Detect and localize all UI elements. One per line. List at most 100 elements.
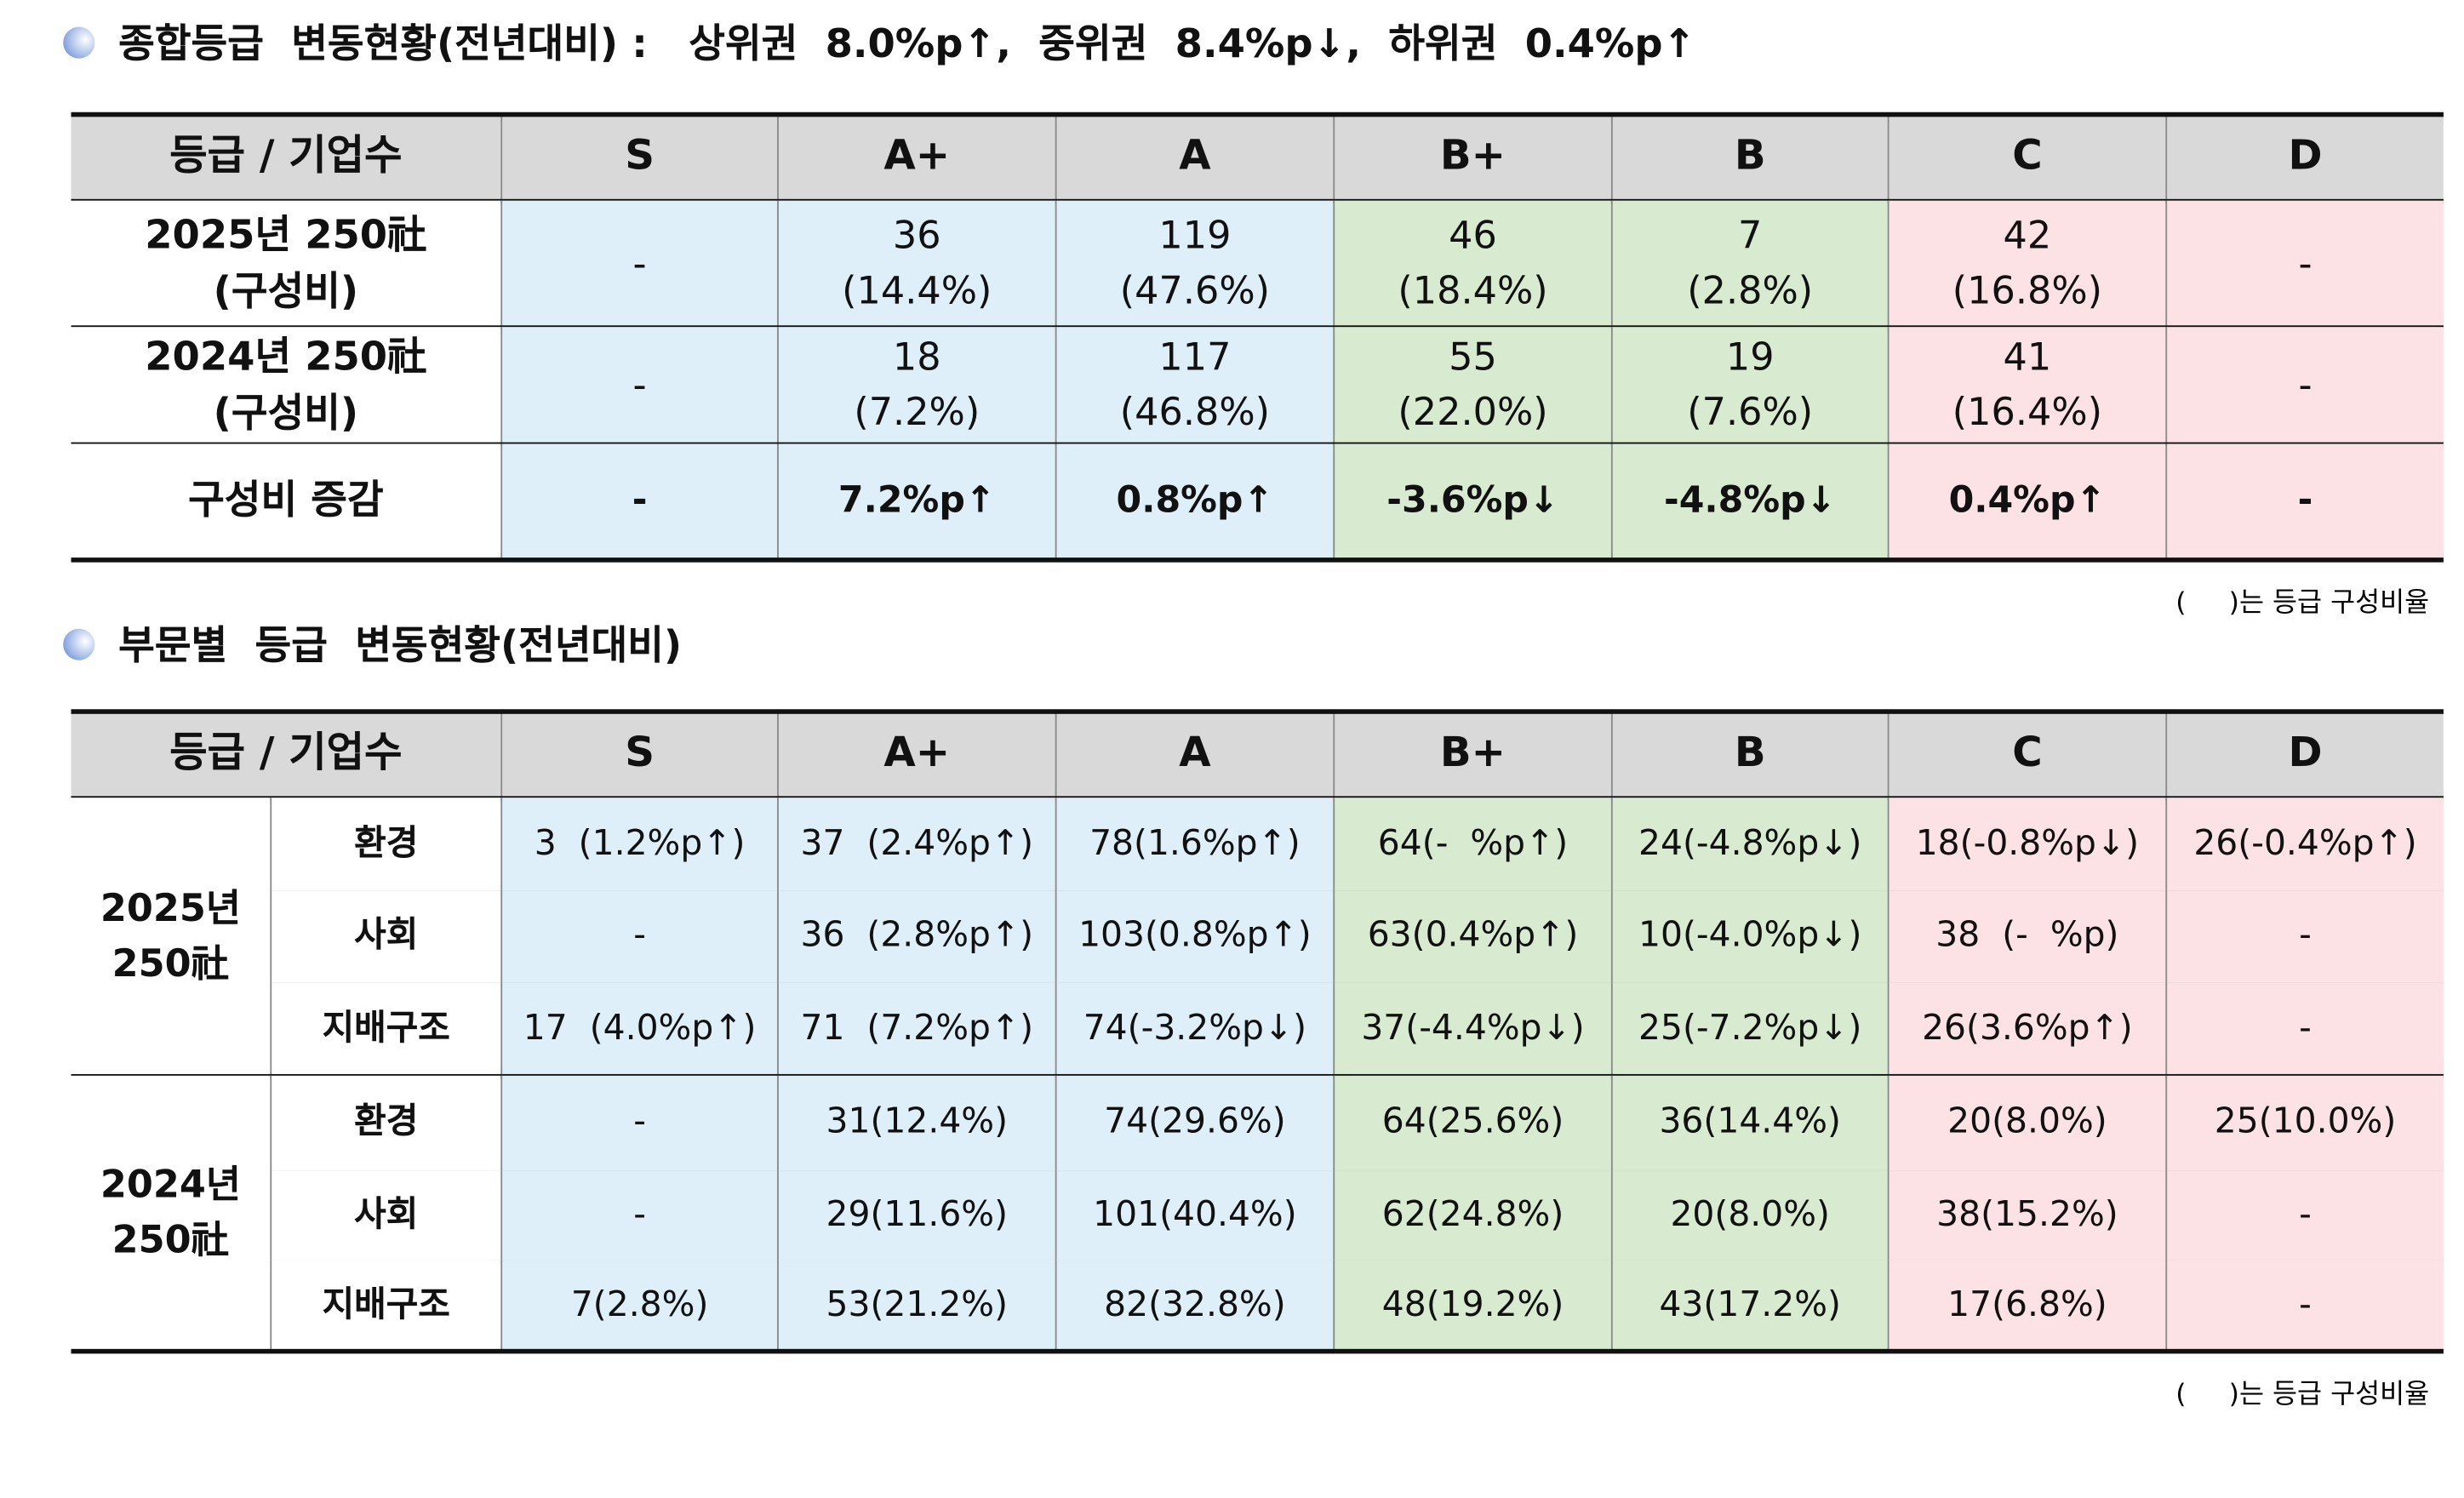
table-cell: -: [500, 200, 778, 328]
cell-text: 등급 / 기업수: [169, 729, 403, 777]
table-cell: -: [500, 327, 778, 444]
table-cell: 36 (14.4%): [777, 200, 1055, 328]
table-cell: 36 (2.8%p↑): [777, 890, 1055, 983]
cell-text: S: [625, 132, 655, 180]
table-cell: -: [500, 890, 778, 983]
rule: [270, 1260, 2444, 1261]
cell-text: 103(0.8%p↑): [1078, 916, 1312, 956]
cell-text: 18: [892, 334, 941, 380]
table-cell: -: [2165, 200, 2444, 328]
cell-text: 43(17.2%): [1659, 1284, 1841, 1325]
rule: [71, 111, 2444, 117]
table-cell: 3 (1.2%p↑): [500, 798, 778, 891]
cell-text: 구성비 증감: [188, 477, 384, 523]
cell-text: 0.4%p↑: [1948, 479, 2107, 522]
table-cell: 0.4%p↑: [1887, 443, 2166, 559]
table-cell: 20(8.0%): [1887, 1075, 2166, 1171]
table-cell: 46 (18.4%): [1333, 200, 1611, 328]
cell-text: B: [1734, 132, 1766, 180]
table-cell: 117 (46.8%): [1055, 327, 1334, 444]
table-cell: 19 (7.6%): [1610, 327, 1888, 444]
cell-text: -: [2299, 916, 2312, 956]
cell-text: 18(-0.8%p↓): [1915, 823, 2140, 864]
table-cell: 사회: [270, 1170, 501, 1261]
table-cell: -4.8%p↓: [1610, 443, 1888, 559]
table-cell: 29(11.6%): [777, 1170, 1055, 1261]
table-cell: -: [2165, 982, 2444, 1076]
cell-text: 20(8.0%): [1947, 1102, 2107, 1142]
cell-text: (구성비): [213, 268, 359, 315]
table-cell: 17(6.8%): [1887, 1260, 2166, 1351]
cell-text: 38 (- %p): [1935, 916, 2119, 956]
cell-text: 36: [892, 213, 941, 258]
table-cell: 48(19.2%): [1333, 1260, 1611, 1351]
table-cell: 7.2%p↑: [777, 443, 1055, 559]
cell-text: 64(- %p↑): [1377, 823, 1569, 864]
table-cell: 64(- %p↑): [1333, 798, 1611, 891]
table-cell: 등급 / 기업수: [71, 113, 501, 201]
cell-text: 74(29.6%): [1104, 1102, 1286, 1142]
table-cell: 환경: [270, 1075, 501, 1171]
table-cell: S: [500, 113, 778, 201]
cell-text: 25(-7.2%p↓): [1638, 1009, 1862, 1049]
cell-text: 환경: [354, 823, 419, 864]
cell-text: -: [632, 241, 647, 286]
cell-text: 3 (1.2%p↑): [534, 823, 746, 864]
cell-text: -3.6%p↓: [1386, 479, 1559, 522]
cell-text: 101(40.4%): [1093, 1194, 1297, 1235]
cell-text: B+: [1439, 132, 1506, 180]
cell-text: 48(19.2%): [1381, 1284, 1564, 1325]
rule: [71, 1347, 2444, 1353]
rule: [71, 557, 2444, 562]
cell-text: 2024년: [100, 1163, 241, 1208]
cell-text: 환경: [354, 1102, 419, 1142]
table-cell: 구성비 증감: [71, 443, 501, 559]
table-cell: 101(40.4%): [1055, 1170, 1334, 1261]
cell-text: (16.8%): [1952, 268, 2103, 313]
cell-text: 지배구조: [322, 1009, 450, 1049]
note: ( )는 등급 구성비율: [2175, 587, 2430, 620]
table-cell: B+: [1333, 711, 1611, 798]
cell-text: A+: [883, 132, 951, 180]
table-cell: 10(-4.0%p↓): [1610, 890, 1888, 983]
table-cell: 37(-4.4%p↓): [1333, 982, 1611, 1076]
cell-text: 24(-4.8%p↓): [1638, 823, 1862, 864]
table-cell: 64(25.6%): [1333, 1075, 1611, 1171]
cell-text: 78(1.6%p↑): [1089, 823, 1301, 864]
cell-text: 7: [1738, 213, 1763, 258]
cell-text: 37(-4.4%p↓): [1361, 1009, 1585, 1049]
cell-text: A: [1179, 132, 1211, 180]
cell-text: (47.6%): [1119, 268, 1271, 313]
table-cell: 103(0.8%p↑): [1055, 890, 1334, 983]
table-cell: 24(-4.8%p↓): [1610, 798, 1888, 891]
cell-text: 26(-0.4%p↑): [2193, 823, 2417, 864]
cell-text: 20(8.0%): [1670, 1194, 1831, 1235]
table-cell: 53(21.2%): [777, 1260, 1055, 1351]
cell-text: 사회: [354, 916, 419, 956]
cell-text: 64(25.6%): [1381, 1102, 1564, 1142]
table-cell: -: [2165, 443, 2444, 559]
table-cell: 2025년 250社: [71, 798, 271, 1076]
table-cell: 18(-0.8%p↓): [1887, 798, 2166, 891]
cell-text: 38(15.2%): [1936, 1194, 2118, 1235]
cell-text: 41: [2003, 334, 2052, 380]
cell-text: (2.8%): [1687, 268, 1814, 313]
cell-text: 117: [1158, 334, 1232, 380]
cell-text: 19: [1725, 334, 1775, 380]
table-cell: B: [1610, 113, 1888, 201]
cell-text: -4.8%p↓: [1663, 479, 1837, 522]
table-cell: 43(17.2%): [1610, 1260, 1888, 1351]
table-cell: 환경: [270, 798, 501, 891]
cell-text: (16.4%): [1952, 390, 2103, 435]
note: ( )는 등급 구성비율: [2175, 1379, 2430, 1411]
cell-text: -: [633, 1102, 646, 1142]
cell-text: D: [2288, 729, 2323, 777]
table-cell: 37 (2.4%p↑): [777, 798, 1055, 891]
cell-text: -: [633, 1194, 646, 1235]
cell-text: -: [2299, 1194, 2312, 1235]
cell-text: 25(10.0%): [2214, 1102, 2397, 1142]
cell-text: 7.2%p↑: [838, 479, 996, 522]
cell-text: 36 (2.8%p↑): [800, 916, 1034, 956]
